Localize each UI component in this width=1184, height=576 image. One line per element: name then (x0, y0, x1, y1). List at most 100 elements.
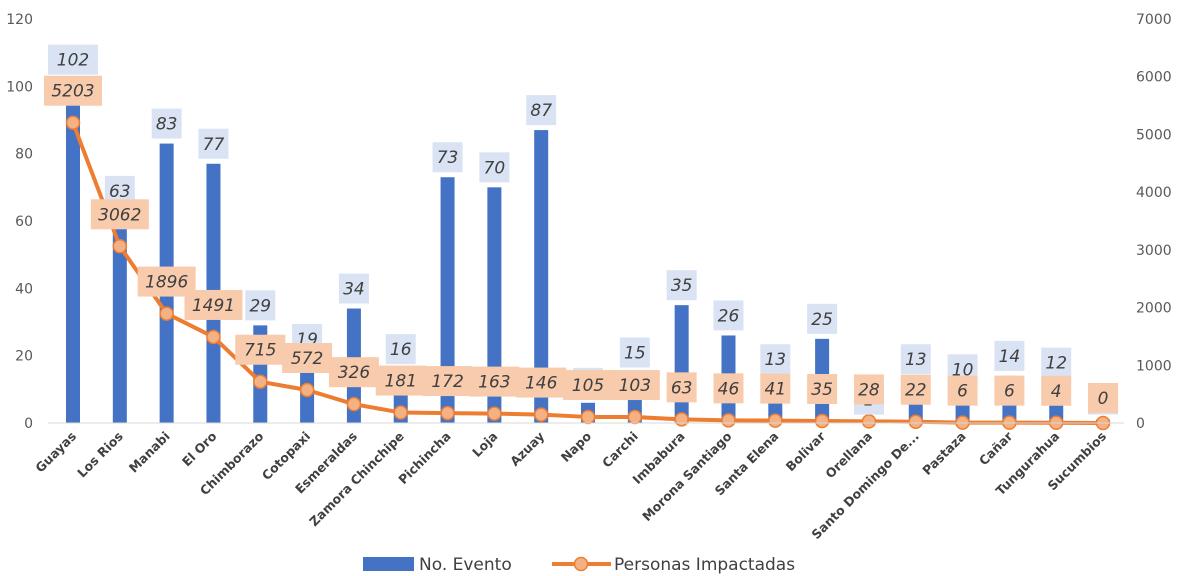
x-tick-label: Azuay (507, 429, 547, 469)
y-right-tick-label: 1000 (1136, 358, 1172, 374)
bar-data-labels: 1026383772919341673708761535261325113101… (48, 44, 1119, 415)
line-label-13-text: 63 (671, 378, 693, 398)
x-tick-label: Morona Santiago (639, 428, 735, 524)
bar-10 (534, 130, 549, 423)
bar-label-6: 34 (338, 273, 369, 304)
bar-label-20-bg (994, 340, 1025, 371)
x-tick-label: Pastaza (919, 429, 968, 478)
legend-label-no-evento: No. Evento (419, 555, 512, 575)
bar-label-13-bg (666, 270, 697, 301)
line-label-13-bg (666, 372, 697, 403)
bar-9 (487, 187, 502, 423)
bar-label-16-bg (807, 303, 838, 334)
line-label-6: 326 (328, 357, 379, 388)
line-label-8-text: 172 (431, 372, 463, 392)
line-point-1 (112, 239, 128, 254)
bar-label-9-text: 70 (484, 158, 506, 178)
bar-label-3-bg (198, 128, 229, 159)
x-tick-label: Napo (558, 428, 595, 465)
line-label-9-text: 163 (478, 373, 510, 393)
y-left-tick-label: 120 (6, 12, 33, 28)
y-left-tick-label: 0 (24, 416, 33, 432)
line-series-personas-impactadas (65, 115, 1111, 431)
line-label-13: 63 (666, 372, 697, 403)
y-right-tick-label: 2000 (1136, 301, 1172, 317)
line-label-9: 163 (469, 366, 520, 397)
line-label-16: 35 (807, 373, 838, 404)
line-label-7: 181 (375, 365, 426, 396)
bar-label-15: 13 (760, 344, 791, 375)
bar-label-19-text: 10 (952, 360, 974, 380)
x-tick-label: Bolivar (783, 428, 829, 474)
line-label-4: 715 (235, 334, 286, 365)
line-label-22: 0 (1088, 383, 1119, 413)
y-left-tick-label: 60 (15, 214, 33, 230)
line-label-5-bg (282, 342, 333, 373)
y-left-tick-label: 40 (15, 281, 33, 297)
y-right-tick-label: 3000 (1136, 243, 1172, 259)
line-label-8-bg (422, 366, 473, 397)
y-axis-left: 0 20 40 60 80 100 120 (6, 12, 33, 432)
line-label-17: 28 (853, 374, 884, 405)
line-label-20: 6 (994, 375, 1025, 406)
legend-swatch-marker-personas (573, 556, 589, 572)
y-left-tick-label: 100 (6, 79, 33, 95)
line-label-1-bg (90, 199, 149, 230)
line-label-20-text: 6 (1004, 382, 1015, 402)
y-right-tick-label: 5000 (1136, 127, 1172, 143)
line-label-19-bg (947, 375, 978, 406)
line-label-20-bg (994, 375, 1025, 406)
line-point-14 (721, 413, 736, 428)
line-label-12-text: 103 (619, 376, 651, 396)
bar-label-9: 70 (479, 152, 510, 183)
line-label-0-bg (44, 75, 102, 106)
y-left-tick-label: 80 (15, 147, 33, 163)
line-label-21-bg (1041, 375, 1072, 406)
bar-1 (112, 210, 127, 423)
bar-label-10-bg (526, 95, 557, 126)
line-label-18: 22 (900, 374, 931, 405)
y-right-tick-label: 7000 (1136, 12, 1172, 28)
line-label-10: 146 (516, 367, 567, 398)
line-label-6-text: 326 (338, 363, 371, 383)
bar-label-8-bg (432, 142, 463, 173)
bar-label-18-text: 13 (905, 350, 927, 370)
bar-label-16: 25 (807, 303, 838, 334)
line-label-22-bg (1088, 383, 1119, 413)
legend-label-personas-impactadas: Personas Impactadas (614, 555, 795, 575)
line-label-19-text: 6 (957, 382, 968, 402)
bar-label-8: 73 (432, 142, 463, 173)
x-tick-label: Loja (469, 429, 500, 460)
bar-label-2: 83 (151, 108, 182, 139)
line-label-21: 4 (1041, 375, 1072, 406)
line-label-9-bg (469, 366, 520, 397)
line-label-11-bg (563, 369, 614, 400)
bar-label-7: 16 (385, 334, 416, 365)
x-tick-label: Guayas (32, 429, 79, 476)
line-label-15-text: 41 (764, 380, 786, 400)
x-tick-label: Carchi (599, 429, 641, 471)
bar-label-0-bg (48, 44, 98, 75)
bar-label-6-text: 34 (343, 280, 365, 300)
line-label-3: 1491 (184, 289, 243, 320)
bar-label-0: 102 (48, 44, 98, 75)
line-label-0: 5203 (44, 75, 102, 106)
bar-label-4: 29 (245, 290, 276, 321)
x-tick-label: El Oro (179, 428, 220, 469)
line-label-5-text: 572 (291, 349, 323, 369)
bar-label-0-text: 102 (57, 51, 89, 71)
y-left-tick-label: 20 (15, 349, 33, 365)
line-label-19: 6 (947, 375, 978, 406)
bar-label-3: 77 (198, 128, 229, 159)
bar-label-10: 87 (526, 95, 557, 126)
line-label-4-bg (235, 334, 286, 365)
line-point-9 (487, 406, 502, 421)
bar-label-7-text: 16 (390, 340, 412, 360)
bar-8 (440, 177, 455, 423)
line-label-4-text: 715 (244, 341, 276, 361)
x-tick-label: Zamora Chinchipe (306, 429, 407, 530)
line-point-4 (253, 374, 268, 389)
bar-13 (674, 305, 689, 423)
line-label-14-text: 46 (718, 379, 740, 399)
bar-label-15-text: 13 (764, 350, 786, 370)
